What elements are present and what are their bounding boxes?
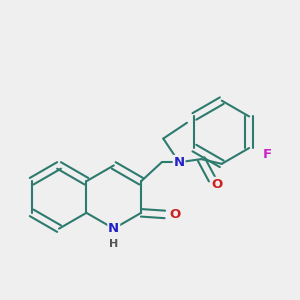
Text: N: N bbox=[108, 222, 119, 235]
Text: F: F bbox=[262, 148, 272, 160]
Text: O: O bbox=[211, 178, 222, 191]
Text: N: N bbox=[173, 156, 184, 169]
Text: O: O bbox=[169, 208, 180, 221]
Text: H: H bbox=[109, 239, 119, 249]
